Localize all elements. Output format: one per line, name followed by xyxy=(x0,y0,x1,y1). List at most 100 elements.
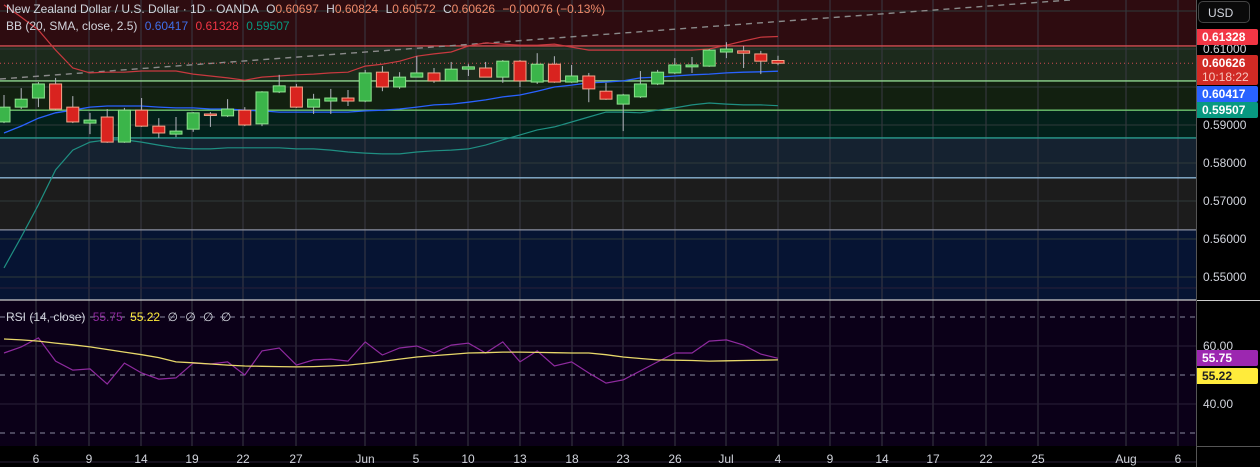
pane-separator[interactable] xyxy=(1197,300,1260,301)
candle-down[interactable] xyxy=(513,60,527,82)
candle-down[interactable] xyxy=(479,67,493,78)
rsi-value: 55.75 xyxy=(92,310,123,324)
candle-up[interactable] xyxy=(616,94,630,105)
time-axis-label: 18 xyxy=(565,452,579,466)
candle-down[interactable] xyxy=(375,71,389,88)
candle-up[interactable] xyxy=(668,64,682,74)
candle-down[interactable] xyxy=(771,60,785,64)
candle-up[interactable] xyxy=(221,108,235,117)
candle-down[interactable] xyxy=(341,97,355,102)
bb-lower-line xyxy=(3,102,779,269)
time-axis-label: 6 xyxy=(32,452,40,466)
rsi-ma-value: 55.22 xyxy=(130,310,161,324)
time-axis-separator xyxy=(1197,446,1260,447)
candle-up[interactable] xyxy=(255,91,269,125)
price-axis-label: 0.61000 xyxy=(1203,42,1247,56)
candle-down[interactable] xyxy=(100,116,114,143)
candle-down[interactable] xyxy=(135,109,149,127)
grid-lines xyxy=(0,0,1196,463)
price-axis[interactable]: 0.61000 0.59000 0.58000 0.57000 0.56000 0.550… xyxy=(1196,0,1260,467)
candlestick-series[interactable] xyxy=(0,42,785,143)
rsi-title: RSI (14, close) xyxy=(6,310,86,324)
candle-up[interactable] xyxy=(169,130,183,135)
time-axis-label: Aug xyxy=(1115,452,1137,466)
time-axis-label: 10 xyxy=(461,452,475,466)
candle-up[interactable] xyxy=(14,98,28,108)
candle-up[interactable] xyxy=(651,71,665,85)
candle-up[interactable] xyxy=(702,49,716,67)
candle-down[interactable] xyxy=(427,72,441,82)
bb-basis-badge: 0.60417 xyxy=(1197,86,1258,102)
candle-up[interactable] xyxy=(83,119,97,124)
candle-up[interactable] xyxy=(393,76,407,88)
candle-down[interactable] xyxy=(737,50,751,54)
time-axis-label: 23 xyxy=(616,452,630,466)
rsi-ma-line xyxy=(3,338,779,368)
price-axis-label: 0.59000 xyxy=(1203,118,1247,132)
candle-up[interactable] xyxy=(117,109,131,143)
candle-up[interactable] xyxy=(461,66,475,70)
candle-up[interactable] xyxy=(272,85,286,93)
rsi-extra-3: ∅ xyxy=(220,310,232,324)
high-value: H0.60824 xyxy=(326,2,379,16)
candle-up[interactable] xyxy=(358,72,372,102)
time-axis-label: 13 xyxy=(513,452,527,466)
currency-button[interactable]: USD xyxy=(1198,1,1250,23)
symbol-legend[interactable]: New Zealand Dollar / U.S. Dollar · 1D · … xyxy=(6,2,609,16)
rsi-extra-0: ∅ xyxy=(167,310,178,324)
rsi-badge: 55.75 xyxy=(1197,350,1258,366)
candle-down[interactable] xyxy=(152,125,166,134)
candle-up[interactable] xyxy=(410,72,424,78)
price-axis-label: 0.55000 xyxy=(1203,270,1247,284)
candle-down[interactable] xyxy=(754,53,768,62)
candle-up[interactable] xyxy=(444,68,458,82)
rsi-pane xyxy=(0,299,1196,434)
candle-up[interactable] xyxy=(530,63,544,83)
bb-basis-line xyxy=(3,70,779,134)
rsi-extra-2: ∅ xyxy=(203,310,214,324)
chart-canvas[interactable] xyxy=(0,0,1196,467)
bb-upper-line xyxy=(3,4,779,81)
bb-legend[interactable]: BB (20, SMA, close, 2.5) 0.60417 0.61328… xyxy=(6,19,294,33)
zone-band xyxy=(0,230,1196,300)
rsi-legend[interactable]: RSI (14, close) 55.75 55.22 ∅ ∅ ∅ ∅ xyxy=(6,310,235,324)
time-axis-label: 14 xyxy=(134,452,148,466)
candle-up[interactable] xyxy=(633,83,647,98)
rsi-axis-label: 60.00 xyxy=(1203,339,1234,353)
time-axis-label: 9 xyxy=(85,452,93,466)
dashed-trendline[interactable] xyxy=(0,0,1071,80)
candle-down[interactable] xyxy=(238,109,252,126)
candle-up[interactable] xyxy=(685,64,699,68)
time-axis-label: Jun xyxy=(355,452,375,466)
candle-down[interactable] xyxy=(66,106,80,123)
candle-down[interactable] xyxy=(49,83,63,110)
candle-down[interactable] xyxy=(203,113,217,116)
zone-band xyxy=(0,0,1196,46)
candle-down[interactable] xyxy=(547,63,561,83)
candle-up[interactable] xyxy=(186,112,200,130)
candle-up[interactable] xyxy=(0,106,11,123)
time-axis-label: 9 xyxy=(826,452,834,466)
time-axis-label: 5 xyxy=(412,452,420,466)
rsi-extra-1: ∅ xyxy=(185,310,196,324)
candle-up[interactable] xyxy=(31,83,45,99)
candle-up[interactable] xyxy=(719,48,733,53)
zone-band xyxy=(0,138,1196,178)
time-axis-label: 6 xyxy=(1174,452,1182,466)
candle-down[interactable] xyxy=(599,90,613,100)
candle-down[interactable] xyxy=(289,86,303,108)
candle-down[interactable] xyxy=(582,75,596,90)
candle-up[interactable] xyxy=(307,98,321,108)
rsi-ma-badge: 55.22 xyxy=(1197,368,1258,384)
bb-title: BB (20, SMA, close, 2.5) xyxy=(6,19,138,33)
last-price: 0.60626 xyxy=(1202,56,1246,70)
symbol-title: New Zealand Dollar / U.S. Dollar · 1D · … xyxy=(6,2,259,16)
zone-band xyxy=(0,446,1196,467)
time-axis-label: 17 xyxy=(926,452,940,466)
candle-up[interactable] xyxy=(565,75,579,83)
horizontal-levels[interactable] xyxy=(0,0,1196,231)
candle-up[interactable] xyxy=(324,97,338,102)
bb-lower-badge: 0.59507 xyxy=(1197,102,1258,118)
last-price-badge: 0.60626 10:18:22 xyxy=(1197,55,1258,85)
candle-up[interactable] xyxy=(496,60,510,78)
